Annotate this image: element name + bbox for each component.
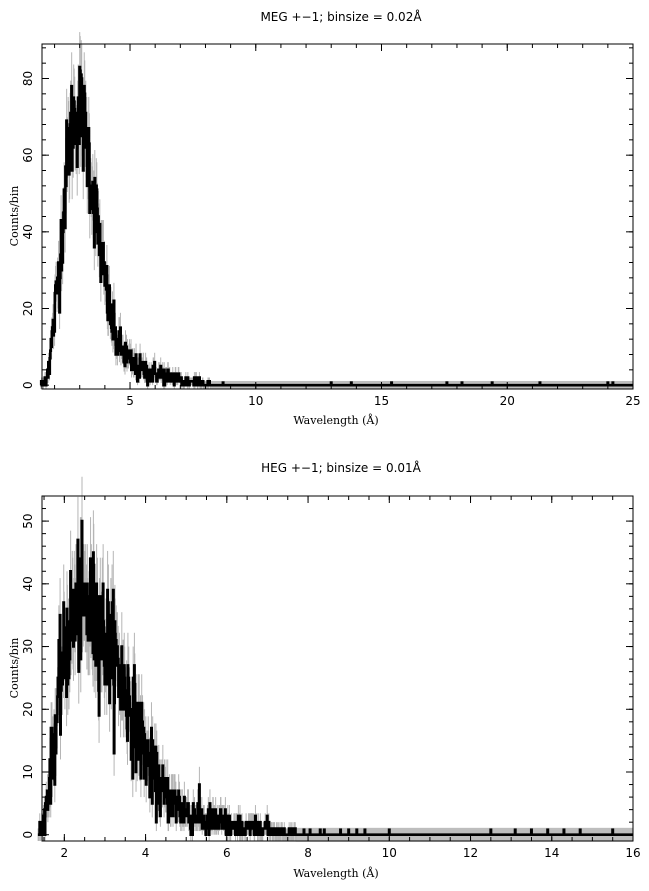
meg-y-tick-label: 0 <box>21 381 35 389</box>
meg-y-tick-label: 80 <box>21 71 35 86</box>
heg-isolated-count-bin <box>318 828 322 835</box>
meg-isolated-count-bin <box>606 381 610 386</box>
meg-y-tick-label: 20 <box>21 301 35 316</box>
heg-isolated-count-bin <box>489 828 493 835</box>
heg-isolated-count-bin <box>578 828 582 835</box>
heg-y-tick-label: 10 <box>21 764 35 779</box>
heg-y-tick-label: 20 <box>21 702 35 717</box>
heg-x-tick-label: 2 <box>61 846 69 860</box>
meg-isolated-count-bin <box>390 381 394 386</box>
meg-isolated-count-bin <box>221 381 225 386</box>
meg-isolated-count-bin <box>445 381 449 386</box>
meg-x-tick-label: 20 <box>500 394 515 408</box>
meg-isolated-count-bin <box>349 381 353 386</box>
heg-x-tick-label: 4 <box>142 846 150 860</box>
heg-isolated-count-bin <box>339 828 343 835</box>
heg-x-tick-label: 8 <box>304 846 312 860</box>
heg-x-tick-label: 10 <box>382 846 397 860</box>
meg-isolated-count-bin <box>490 381 494 386</box>
heg-count-histogram <box>37 519 297 836</box>
meg-x-axis-label: Wavelength (Å) <box>293 413 378 427</box>
meg-isolated-count-bin <box>460 381 464 386</box>
meg-y-axis-label: Counts/bin <box>8 186 21 247</box>
heg-y-tick-label: 40 <box>21 576 35 591</box>
heg-x-tick-label: 14 <box>544 846 559 860</box>
meg-isolated-count-bin <box>538 381 542 386</box>
meg-count-histogram <box>39 65 211 387</box>
heg-isolated-count-bin <box>347 828 351 835</box>
meg-panel: MEG +−1; binsize = 0.02Å 5 10 15 20 25 0 20 40 6… <box>8 9 641 427</box>
heg-isolated-count-bin <box>529 828 533 835</box>
heg-x-tick-label: 6 <box>223 846 231 860</box>
meg-x-tick-label: 15 <box>374 394 389 408</box>
heg-y-tick-label: 0 <box>21 831 35 839</box>
heg-x-axis-label: Wavelength (Å) <box>293 866 378 880</box>
heg-isolated-count-bin <box>562 828 566 835</box>
heg-isolated-count-bin <box>611 828 615 835</box>
heg-isolated-count-bin <box>308 828 312 835</box>
heg-isolated-count-bin <box>546 828 550 835</box>
heg-isolated-count-bin <box>302 828 306 835</box>
meg-title: MEG +−1; binsize = 0.02Å <box>260 9 422 24</box>
meg-isolated-count-bin <box>611 381 615 386</box>
heg-x-tick-label: 16 <box>625 846 640 860</box>
meg-x-tick-label: 10 <box>248 394 263 408</box>
meg-x-tick-label: 25 <box>625 394 640 408</box>
heg-y-tick-label: 30 <box>21 639 35 654</box>
heg-isolated-count-bin <box>355 828 359 835</box>
heg-title: HEG +−1; binsize = 0.01Å <box>261 460 422 475</box>
heg-isolated-count-bin <box>513 828 517 835</box>
heg-panel: HEG +−1; binsize = 0.01Å 2 4 6 8 10 12 14 16 0 10… <box>8 460 641 880</box>
heg-isolated-count-bin <box>387 828 391 835</box>
meg-y-tick-label: 60 <box>21 148 35 163</box>
meg-plot-frame <box>41 43 634 390</box>
heg-y-tick-label: 50 <box>21 513 35 528</box>
meg-isolated-count-bin <box>329 381 333 386</box>
heg-plot-frame <box>41 495 634 842</box>
meg-x-tick-label: 5 <box>126 394 134 408</box>
meg-y-tick-label: 40 <box>21 224 35 239</box>
heg-x-tick-label: 12 <box>463 846 478 860</box>
heg-isolated-count-bin <box>363 828 367 835</box>
heg-isolated-count-bin <box>322 828 326 835</box>
heg-y-axis-label: Counts/bin <box>8 638 21 699</box>
